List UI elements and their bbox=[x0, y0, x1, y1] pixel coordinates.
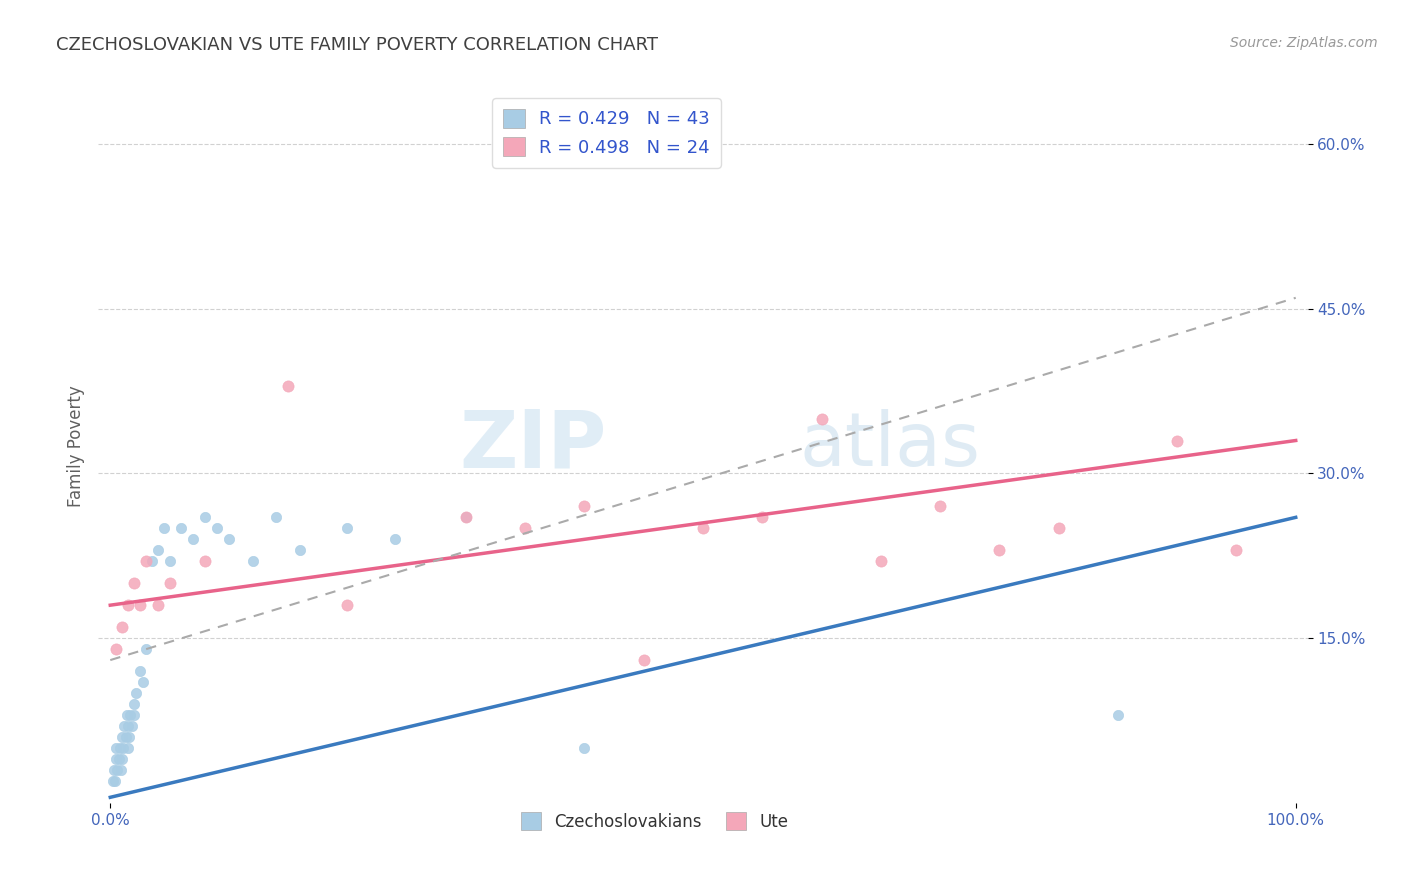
Point bbox=[454, 510, 477, 524]
Point bbox=[692, 521, 714, 535]
Point bbox=[194, 554, 217, 568]
Point bbox=[122, 708, 145, 723]
Point bbox=[110, 763, 132, 777]
Point bbox=[129, 664, 152, 678]
Point bbox=[111, 620, 134, 634]
Y-axis label: Family Poverty: Family Poverty bbox=[66, 385, 84, 507]
Point bbox=[336, 521, 359, 535]
Point bbox=[114, 719, 136, 733]
Point bbox=[384, 533, 406, 547]
Point bbox=[146, 598, 169, 612]
Point bbox=[574, 500, 596, 514]
Text: ZIP: ZIP bbox=[458, 407, 606, 485]
Point bbox=[141, 554, 163, 568]
Point bbox=[218, 533, 240, 547]
Point bbox=[125, 686, 148, 700]
Point bbox=[1166, 434, 1188, 448]
Point bbox=[159, 576, 181, 591]
Point bbox=[121, 719, 143, 733]
Point bbox=[242, 554, 264, 568]
Point bbox=[104, 773, 127, 788]
Point bbox=[135, 642, 157, 657]
Point bbox=[810, 411, 832, 425]
Point bbox=[115, 708, 138, 723]
Point bbox=[117, 598, 139, 612]
Point bbox=[170, 521, 193, 535]
Point bbox=[205, 521, 228, 535]
Point bbox=[101, 773, 124, 788]
Point bbox=[117, 740, 139, 755]
Point bbox=[105, 752, 128, 766]
Point bbox=[120, 708, 142, 723]
Point bbox=[112, 740, 135, 755]
Point bbox=[288, 543, 311, 558]
Point bbox=[277, 378, 299, 392]
Legend: Czechoslovakians, Ute: Czechoslovakians, Ute bbox=[513, 805, 796, 838]
Point bbox=[515, 521, 537, 535]
Point bbox=[146, 543, 169, 558]
Point bbox=[105, 740, 128, 755]
Point bbox=[454, 510, 477, 524]
Point bbox=[132, 675, 155, 690]
Point bbox=[105, 763, 128, 777]
Point bbox=[135, 554, 157, 568]
Point bbox=[336, 598, 359, 612]
Point bbox=[1047, 521, 1070, 535]
Point bbox=[105, 642, 128, 657]
Point bbox=[1225, 543, 1247, 558]
Point bbox=[129, 598, 152, 612]
Point bbox=[117, 719, 139, 733]
Point bbox=[574, 740, 596, 755]
Point bbox=[1107, 708, 1129, 723]
Point bbox=[122, 697, 145, 711]
Point bbox=[118, 730, 141, 744]
Point bbox=[108, 740, 131, 755]
Point bbox=[111, 730, 134, 744]
Point bbox=[122, 576, 145, 591]
Point bbox=[264, 510, 287, 524]
Point bbox=[633, 653, 655, 667]
Point bbox=[111, 752, 134, 766]
Point bbox=[181, 533, 204, 547]
Point bbox=[114, 730, 136, 744]
Point bbox=[869, 554, 891, 568]
Point bbox=[751, 510, 773, 524]
Point bbox=[988, 543, 1011, 558]
Point bbox=[103, 763, 125, 777]
Point bbox=[107, 752, 129, 766]
Point bbox=[929, 500, 952, 514]
Text: atlas: atlas bbox=[800, 409, 981, 483]
Point bbox=[194, 510, 217, 524]
Point bbox=[152, 521, 174, 535]
Point bbox=[159, 554, 181, 568]
Text: CZECHOSLOVAKIAN VS UTE FAMILY POVERTY CORRELATION CHART: CZECHOSLOVAKIAN VS UTE FAMILY POVERTY CO… bbox=[56, 36, 658, 54]
Text: Source: ZipAtlas.com: Source: ZipAtlas.com bbox=[1230, 36, 1378, 50]
